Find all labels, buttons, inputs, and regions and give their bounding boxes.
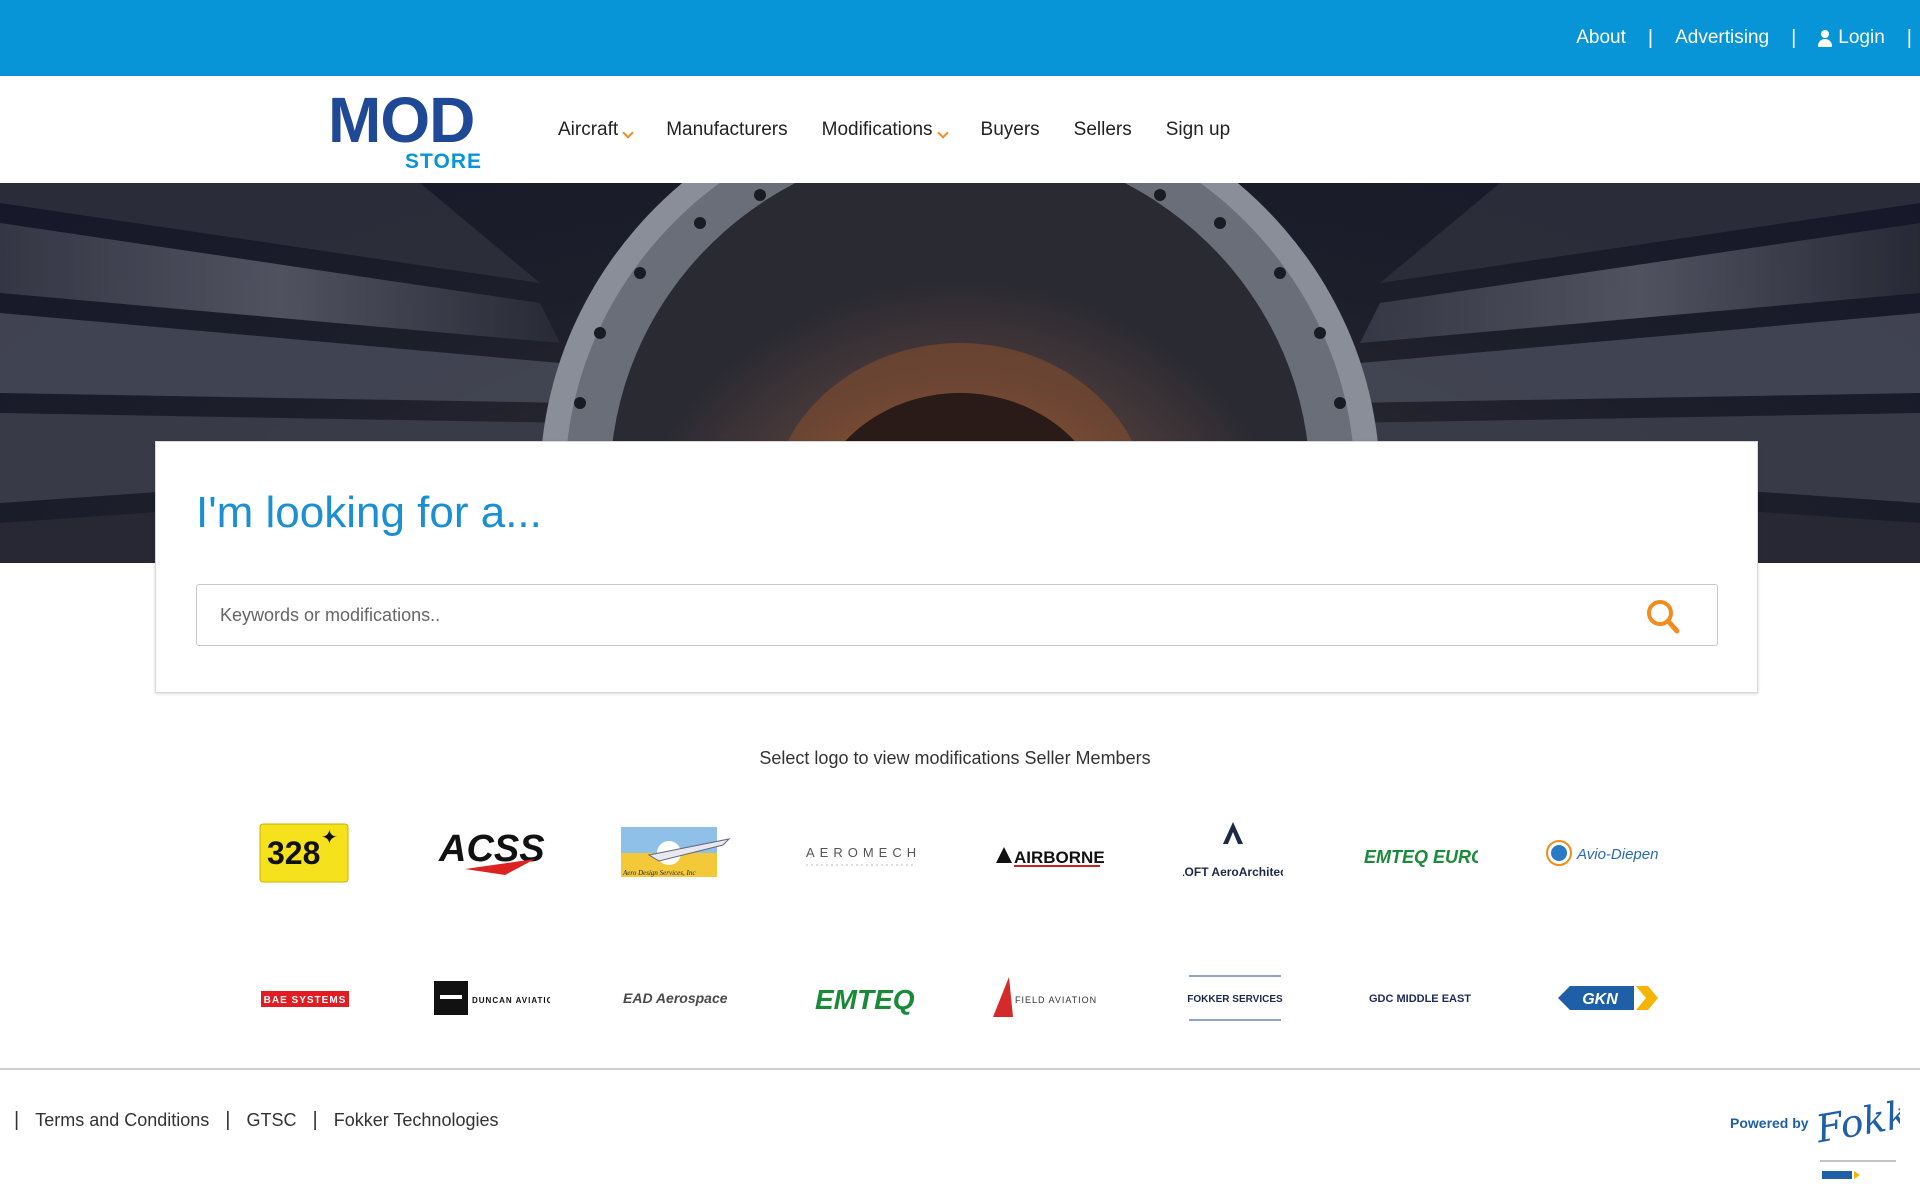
fokker-logo-text: Fokker [1812,1095,1900,1152]
separator: | [1791,26,1797,49]
logo-aerodesign-image: Aero Design Services, Inc [621,827,731,877]
user-icon [1818,29,1833,47]
logo-aloft-text: ALOFT AeroArchitects [1183,865,1283,879]
logo-field-text: FIELD AVIATION [1015,995,1097,1005]
nav-aircraft-label: Aircraft [558,118,619,140]
search-heading: I'm looking for a... [196,488,542,537]
powered-by-label: Powered by [1730,1115,1809,1131]
nav-modifications[interactable]: Modifications [821,118,949,141]
seller-logo-acss[interactable]: ACSS [415,813,565,893]
seller-logo-emteq-europe[interactable]: EMTEQ EUROPE [1343,813,1493,893]
logo-aeromech-image: AEROMECH [806,845,921,866]
logo-gdc-text: GDC MIDDLE EAST [1369,993,1471,1005]
nav-sellers-label: Sellers [1073,118,1132,140]
chevron-down-icon [936,126,949,139]
search-card: I'm looking for a... [155,441,1758,693]
search-icon [1647,600,1680,634]
logo-gkn-image: GKN [1558,986,1658,1010]
logo-airborne-text: AIRBORNE [1014,848,1104,867]
separator: | [1906,26,1912,49]
logo-aerodesign-text: Aero Design Services, Inc [622,869,696,877]
logo-emteq-europe-image: EMTEQ EUROPE [1364,847,1478,867]
seller-logo-ead[interactable]: EAD Aerospace [600,958,750,1038]
logo-aeromech-text: AEROMECH [806,845,921,860]
top-utility-bar: About | Advertising | Login | [0,0,1920,76]
seller-logo-gdc[interactable]: GDC MIDDLE EAST [1345,958,1495,1038]
nav-manufacturers[interactable]: Manufacturers [666,119,787,141]
separator: | [1647,26,1654,49]
seller-logo-aeromech[interactable]: AEROMECH [787,813,937,893]
logo-328-image: 328 ✦ [259,823,349,883]
main-header: MOD STORE Aircraft Manufacturers Modific… [0,76,1920,183]
seller-logo-aerodesign[interactable]: Aero Design Services, Inc [600,813,750,893]
logo-ead-image: EAD Aerospace [623,990,728,1006]
nav-buyers-label: Buyers [980,118,1040,140]
separator: | [14,1108,20,1131]
logo-emteq-image: EMTEQ [815,984,915,1015]
logo-mod-text: MOD [328,84,475,156]
search-box [196,584,1718,646]
logo-328-text: 328 [267,835,320,871]
seller-logo-emteq[interactable]: EMTEQ [787,958,937,1038]
login-link[interactable]: Login [1818,27,1885,49]
seller-logo-328[interactable]: 328 ✦ [230,813,380,893]
footer-divider [0,1068,1920,1070]
gtsc-link[interactable]: GTSC [246,1109,297,1130]
logo-emteq-europe-text: EMTEQ EUROPE [1364,847,1478,867]
logo-fokker-services-image: FOKKER SERVICES [1187,975,1283,1021]
logo-bae-image: BAE SYSTEMS [261,991,349,1007]
powered-by-fokker[interactable]: Powered by Fokker [1730,1095,1900,1190]
seller-logo-airborne[interactable]: AIRBORNE [974,813,1124,893]
logo-aloft-image: ALOFT AeroArchitects [1183,822,1283,879]
logo-avio-diepen-image: Avio-Diepen [1546,840,1658,866]
logo-acss-text: ACSS [438,828,545,870]
logo-airborne-image: AIRBORNE [996,847,1104,867]
nav-aircraft[interactable]: Aircraft [558,118,634,141]
advertising-link[interactable]: Advertising [1675,27,1770,48]
nav-manufacturers-label: Manufacturers [666,118,788,140]
fokker-technologies-link[interactable]: Fokker Technologies [333,1109,499,1130]
terms-link[interactable]: Terms and Conditions [35,1109,210,1130]
logo-avio-diepen-text: Avio-Diepen [1576,846,1658,863]
search-input[interactable] [197,585,1637,645]
logo-bae-text: BAE SYSTEMS [264,995,347,1006]
logo-emteq-text: EMTEQ [815,984,915,1015]
seller-logo-fokker-services[interactable]: FOKKER SERVICES [1160,958,1310,1038]
nav-buyers[interactable]: Buyers [981,119,1040,141]
logo-acss-image: ACSS [438,828,545,875]
about-link[interactable]: About [1576,27,1626,48]
seller-logo-duncan[interactable]: DUNCAN AVIATION [415,958,565,1038]
logo-duncan-image: DUNCAN AVIATION [434,981,550,1015]
seller-logo-avio-diepen[interactable]: Avio-Diepen [1530,813,1680,893]
login-label: Login [1838,27,1885,48]
sellers-caption: Select logo to view modifications Seller… [759,748,1151,768]
seller-logo-aloft[interactable]: ALOFT AeroArchitects [1158,813,1308,893]
fokker-logo-image: Fokker [1812,1095,1900,1179]
svg-text:✦: ✦ [321,827,338,849]
hero-turbine-image [0,183,1920,563]
logo-store-text: STORE [405,150,482,173]
main-nav: Aircraft Manufacturers Modifications Buy… [558,76,1264,183]
search-button[interactable] [1643,597,1683,637]
seller-logo-bae[interactable]: BAE SYSTEMS [230,958,380,1038]
logo-gdc-image: GDC MIDDLE EAST [1369,993,1471,1005]
nav-sellers[interactable]: Sellers [1074,119,1132,141]
modstore-logo[interactable]: MOD STORE [328,88,488,174]
logo-fokker-services-text: FOKKER SERVICES [1187,994,1283,1005]
separator: | [312,1108,318,1131]
logo-gkn-text: GKN [1582,991,1618,1008]
seller-logo-gkn[interactable]: GKN [1532,958,1682,1038]
utility-links: About | Advertising | Login | [1576,0,1920,76]
nav-signup-label: Sign up [1165,118,1231,140]
footer-links: | Terms and Conditions | GTSC | Fokker T… [0,1100,498,1140]
separator: | [225,1108,231,1131]
logo-duncan-text: DUNCAN AVIATION [472,996,550,1005]
logo-field-image: FIELD AVIATION [993,977,1097,1017]
nav-modifications-label: Modifications [821,118,933,140]
seller-logo-field[interactable]: FIELD AVIATION [974,958,1124,1038]
chevron-down-icon [622,126,634,139]
logo-ead-text: EAD Aerospace [623,990,728,1006]
nav-signup[interactable]: Sign up [1166,119,1230,141]
